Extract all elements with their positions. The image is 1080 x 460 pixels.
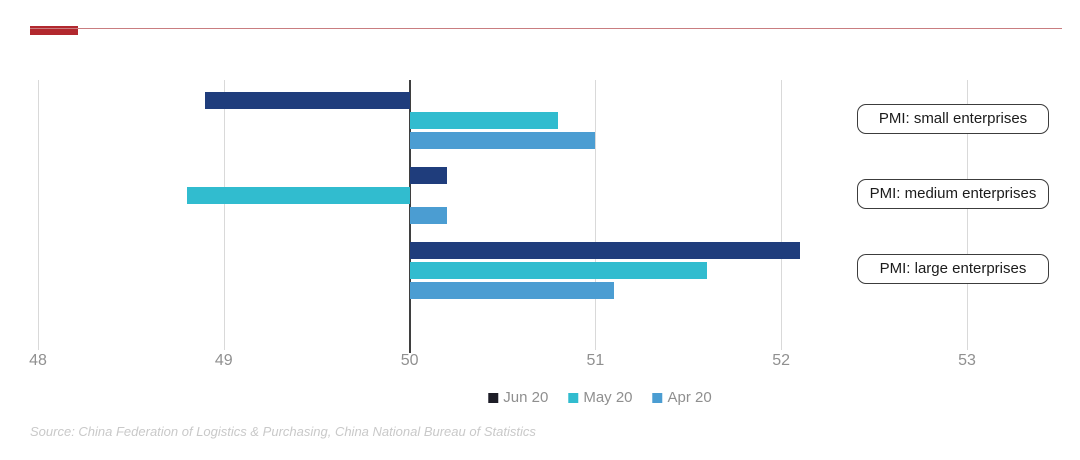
gridline <box>223 80 225 350</box>
legend-item: Jun 20 <box>488 389 548 406</box>
category-label: PMI: small enterprises <box>857 104 1049 134</box>
header-accent-bar <box>30 26 78 35</box>
x-tick-label: 53 <box>958 352 976 369</box>
x-tick-label: 52 <box>772 352 791 369</box>
header-rule <box>30 28 1062 29</box>
category-label: PMI: medium enterprises <box>857 179 1049 209</box>
bar-apr-20 <box>409 132 596 149</box>
x-tick-label: 50 <box>400 352 419 369</box>
x-tick-label: 48 <box>29 352 47 369</box>
bar-jun-20 <box>205 92 410 109</box>
legend: Jun 20 May 20 Apr 20 <box>488 389 712 406</box>
bar-apr-20 <box>409 207 447 224</box>
gridline <box>781 80 783 350</box>
bar-apr-20 <box>409 282 614 299</box>
legend-label: Apr 20 <box>667 389 712 406</box>
x-axis: 48 49 50 51 52 53 <box>29 352 976 372</box>
legend-label: May 20 <box>583 389 633 406</box>
bar-may-20 <box>409 262 707 279</box>
legend-item: May 20 <box>568 389 633 406</box>
source-note: Source: China Federation of Logistics & … <box>30 424 536 439</box>
legend-item: Apr 20 <box>652 389 712 406</box>
legend-swatch-icon <box>488 392 499 403</box>
plot-area <box>38 80 968 353</box>
legend-label: Jun 20 <box>503 389 549 406</box>
bar-jun-20 <box>409 167 447 184</box>
x-tick-label: 51 <box>586 352 605 369</box>
legend-swatch-icon <box>568 392 579 403</box>
gridline <box>967 80 968 350</box>
legend-swatch-icon <box>652 392 663 403</box>
gridline <box>38 80 39 350</box>
bar-may-20 <box>186 187 410 204</box>
bar-jun-20 <box>409 242 800 259</box>
x-tick-label: 49 <box>214 352 233 369</box>
gridline <box>595 80 597 350</box>
bar-may-20 <box>409 112 559 129</box>
category-label: PMI: large enterprises <box>857 254 1049 284</box>
